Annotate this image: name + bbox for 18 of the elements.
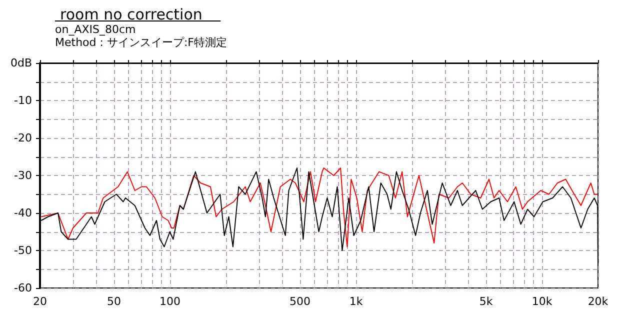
y-tick-label: -40 bbox=[14, 206, 32, 220]
chart-title: room no correction bbox=[60, 6, 202, 24]
y-tick-label: -50 bbox=[14, 244, 32, 257]
x-tick-label: 20 bbox=[33, 295, 47, 308]
y-tick-label: -10 bbox=[14, 94, 32, 107]
x-tick-label: 50 bbox=[107, 295, 122, 308]
text: Method : サインスイープ:F特測定 bbox=[55, 36, 227, 49]
x-tick-label: 10k bbox=[532, 295, 553, 308]
y-tick-label: -60 bbox=[14, 282, 32, 294]
x-tick-label: 20k bbox=[588, 295, 609, 308]
x-tick-label: 1k bbox=[349, 295, 364, 308]
x-tick-label: 500 bbox=[290, 295, 311, 308]
y-tick-label: -20 bbox=[14, 132, 32, 144]
chart-subtitle: on_AXIS_80cm bbox=[55, 23, 136, 36]
x-tick-label: 100 bbox=[160, 295, 181, 308]
y-tick-label: -30 bbox=[14, 169, 32, 182]
y-tick-label: 0dB bbox=[10, 56, 32, 70]
x-tick-label: 5k bbox=[479, 295, 494, 308]
